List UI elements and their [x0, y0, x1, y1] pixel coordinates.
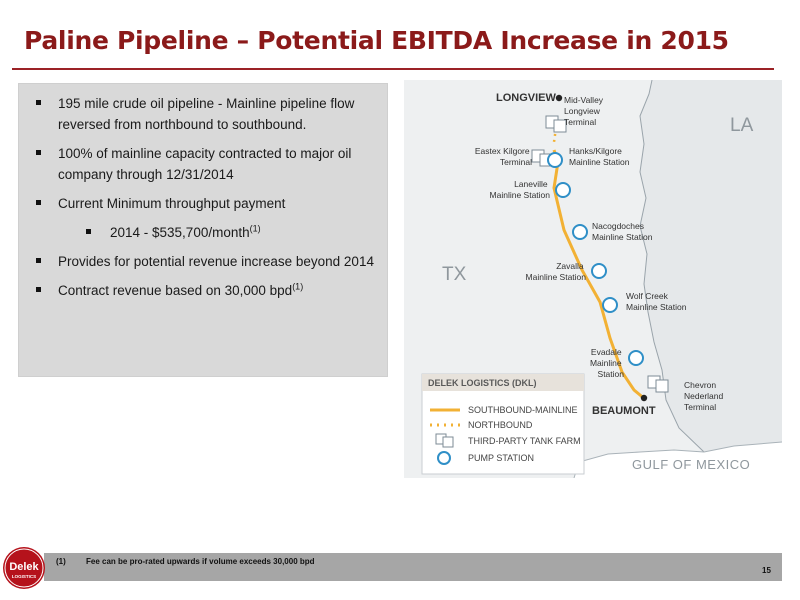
bullet-list: 195 mile crude oil pipeline - Mainline p…: [28, 93, 378, 301]
zavalla-station-label: Zavalla Mainline Station: [526, 261, 587, 282]
page-number: 15: [762, 566, 771, 575]
hanks-kilgore-station-label: Hanks/Kilgore Mainline Station: [569, 146, 630, 167]
gulf-label: GULF OF MEXICO: [632, 457, 750, 472]
nacogdoches-station-label: Nacogdoches Mainline Station: [592, 221, 653, 242]
chevron-tank-icon: [647, 375, 669, 393]
bullet-text: 2014 - $535,700/month: [110, 225, 250, 240]
bullet-item: Provides for potential revenue increase …: [28, 251, 378, 272]
logo-sub-text: LOGISTICS: [12, 574, 36, 579]
footnote-number: (1): [56, 557, 66, 566]
longview-dot: [555, 94, 563, 102]
wolf-creek-station-label: Wolf Creek Mainline Station: [626, 291, 687, 312]
bullet-marker: [36, 258, 41, 263]
bullet-marker: [36, 150, 41, 155]
bullet-marker: [36, 200, 41, 205]
bullet-text: Current Minimum throughput payment: [58, 196, 286, 211]
bullet-item: 2014 - $535,700/month(1): [28, 222, 378, 243]
eastex-tank-icon: [531, 149, 553, 167]
evadale-station-label: Evadale Mainline Station: [590, 347, 624, 379]
zavalla-pump-icon: [591, 263, 607, 279]
laneville-station-label: Laneville Mainline Station: [490, 179, 551, 200]
legend-tank-icon: [435, 433, 454, 448]
legend-tank-label: THIRD-PARTY TANK FARM: [468, 436, 581, 446]
legend-pump-icon: [437, 451, 451, 465]
wolf-creek-pump-icon: [602, 297, 618, 313]
bullet-text: 100% of mainline capacity contracted to …: [58, 146, 352, 182]
bullet-item: Current Minimum throughput payment: [28, 193, 378, 214]
legend-northbound-label: NORTHBOUND: [468, 420, 533, 430]
footer-bar: [44, 553, 782, 581]
bullet-text: 195 mile crude oil pipeline - Mainline p…: [58, 96, 355, 132]
bullet-footnote-ref: (1): [292, 281, 304, 292]
map-legend: DELEK LOGISTICS (DKL) SOUTHBOUND-MAINLIN…: [421, 373, 585, 475]
bullet-panel: 195 mile crude oil pipeline - Mainline p…: [18, 83, 388, 377]
nacogdoches-pump-icon: [572, 224, 588, 240]
beaumont-dot: [640, 394, 648, 402]
legend-southbound-label: SOUTHBOUND-MAINLINE: [468, 405, 578, 415]
tx-label: TX: [442, 264, 467, 285]
chevron-terminal-label: Chevron Nederland Terminal: [684, 380, 726, 412]
northbound-line: [552, 127, 558, 143]
gulf-water: [574, 442, 782, 478]
beaumont-label: BEAUMONT: [592, 405, 656, 417]
bullet-text: Contract revenue based on 30,000 bpd: [58, 283, 293, 298]
bullet-marker: [36, 100, 41, 105]
legend-title: DELEK LOGISTICS (DKL): [428, 378, 537, 388]
evadale-pump-icon: [628, 350, 644, 366]
legend-pump-label: PUMP STATION: [468, 453, 534, 463]
bullet-item: Contract revenue based on 30,000 bpd(1): [28, 280, 378, 301]
slide-title: Paline Pipeline – Potential EBITDA Incre…: [24, 26, 729, 55]
footnote-text: Fee can be pro-rated upwards if volume e…: [86, 557, 315, 566]
eastex-terminal-label: Eastex Kilgore Terminal: [475, 146, 532, 167]
logo-brand-text: Delek: [9, 561, 39, 573]
laneville-pump-icon: [555, 182, 571, 198]
la-label: LA: [730, 115, 754, 136]
longview-label: LONGVIEW: [496, 92, 557, 104]
bullet-text: Provides for potential revenue increase …: [58, 254, 374, 269]
delek-logo: Delek LOGISTICS: [2, 546, 46, 590]
pipeline-map: TX LA GULF OF MEXICO LONGVIEW BEAUMONT M…: [404, 80, 782, 478]
bullet-marker: [86, 229, 91, 234]
bullet-item: 100% of mainline capacity contracted to …: [28, 143, 378, 185]
bullet-footnote-ref: (1): [249, 223, 261, 234]
mid-valley-terminal-label: Mid-Valley Longview Terminal: [564, 95, 605, 127]
bullet-item: 195 mile crude oil pipeline - Mainline p…: [28, 93, 378, 135]
bullet-marker: [36, 287, 41, 292]
louisiana-land: [640, 80, 782, 452]
southbound-mainline: [552, 149, 647, 402]
title-divider: [12, 68, 774, 70]
hanks-kilgore-pump-icon: [547, 152, 563, 168]
mid-valley-tank-icon: [545, 115, 567, 133]
